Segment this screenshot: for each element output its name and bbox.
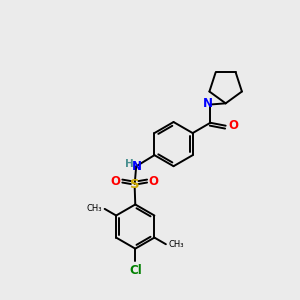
Text: CH₃: CH₃ xyxy=(168,240,184,249)
Text: S: S xyxy=(130,178,140,190)
Text: O: O xyxy=(229,119,238,132)
Text: Cl: Cl xyxy=(129,264,142,277)
Text: O: O xyxy=(111,175,121,188)
Text: N: N xyxy=(132,160,142,173)
Text: CH₃: CH₃ xyxy=(87,204,102,213)
Text: O: O xyxy=(149,175,159,188)
Text: H: H xyxy=(125,159,134,169)
Text: N: N xyxy=(203,97,213,110)
